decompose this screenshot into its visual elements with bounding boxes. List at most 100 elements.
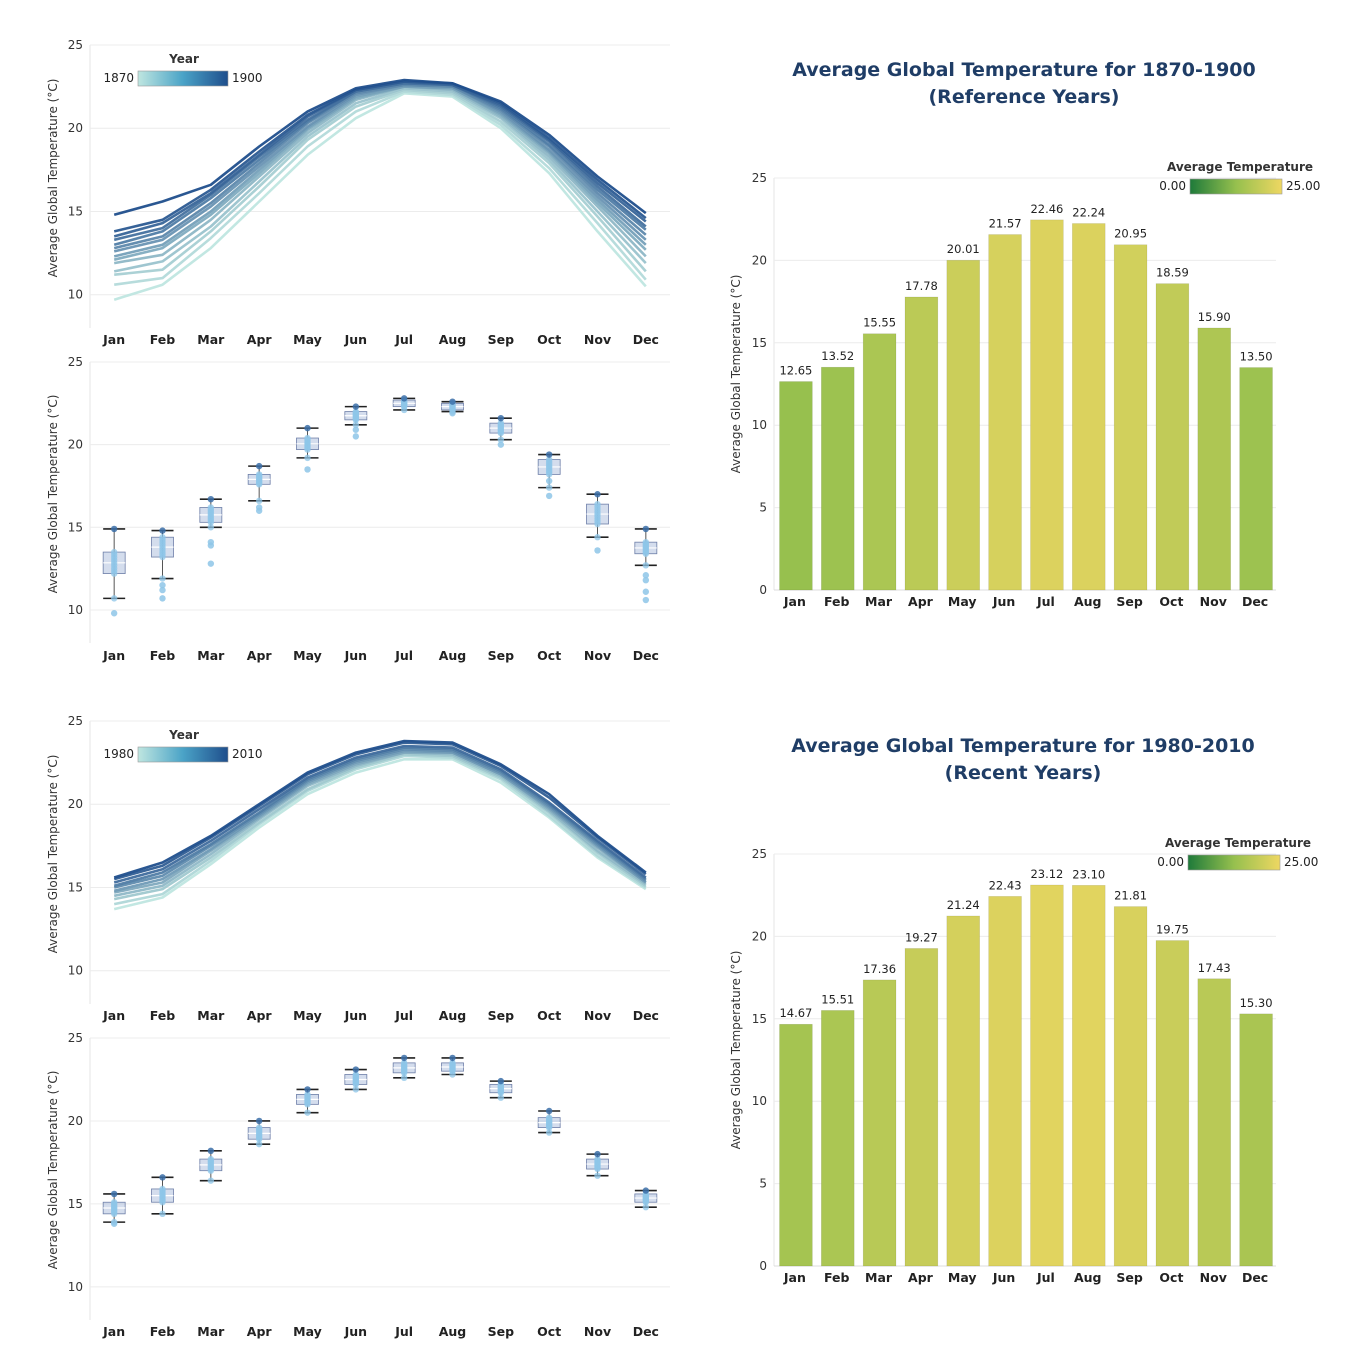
bar-value-label: 21.57 [989, 217, 1022, 231]
data-point [207, 504, 215, 511]
data-point [594, 1150, 601, 1158]
bar-value-label: 18.59 [1156, 266, 1189, 280]
data-point [545, 1129, 553, 1136]
data-point [304, 434, 311, 442]
data-point [400, 395, 408, 402]
box-plot-feb [151, 1174, 174, 1218]
outlier-point [159, 586, 166, 594]
outlier-point [642, 576, 650, 584]
y-tick-label: 15 [68, 1197, 83, 1211]
outlier-point [594, 547, 601, 554]
data-point [449, 1054, 456, 1062]
outlier-point [255, 504, 263, 511]
data-point [110, 1199, 118, 1206]
data-point [255, 497, 263, 505]
x-tick-label: Sep [488, 1008, 514, 1023]
x-tick-label: Jul [1036, 594, 1055, 609]
data-point [304, 1086, 311, 1093]
series-lines [113, 739, 647, 911]
data-point [400, 1059, 408, 1067]
bar-value-label: 17.36 [863, 962, 896, 976]
data-point [352, 421, 360, 429]
grid-lines [89, 361, 670, 643]
y-tick-label: 15 [68, 880, 83, 894]
series-line [113, 78, 647, 217]
x-tick-label: Jul [394, 648, 413, 663]
outlier-point [207, 560, 215, 567]
x-tick-label: Feb [824, 1270, 850, 1285]
box-plot-nov [586, 1150, 609, 1179]
box-plot-oct [537, 451, 561, 500]
y-tick-label: 25 [68, 355, 83, 369]
x-tick-label: Jan [102, 1008, 125, 1023]
data-point [497, 415, 505, 422]
legend-title: Average Temperature [1165, 836, 1311, 850]
bar-dec [1239, 367, 1273, 591]
box-plot-dec [634, 525, 658, 604]
bar-value-label: 20.95 [1114, 227, 1147, 241]
legend-max-label: 25.00 [1284, 855, 1318, 869]
box-plot-aug [441, 398, 464, 417]
y-axis-ticks: 0 5 10 15 20 25 [752, 171, 767, 597]
y-axis-label: Average Global Temperature (°C) [46, 1071, 60, 1270]
data-point [642, 562, 650, 569]
series-line [113, 741, 647, 881]
outlier-point [497, 441, 505, 448]
x-tick-label: Sep [488, 1324, 514, 1339]
year-legend: Year 1870 1900 [103, 52, 263, 87]
bar-value-label: 22.46 [1030, 202, 1063, 216]
x-tick-label: Apr [247, 1008, 273, 1023]
box-plot-jul [392, 1054, 416, 1082]
x-axis-ticks: Jan Feb Mar Apr May Jun Jul Aug Sep Oct Nov Dec [783, 1270, 1268, 1285]
bar-nov [1197, 978, 1231, 1267]
series-line [113, 739, 647, 879]
x-axis-ticks: Jan Feb Mar Apr May Jun Jul Aug Sep Oct Nov Dec [783, 594, 1268, 609]
y-tick-label: 20 [68, 1114, 83, 1128]
x-tick-label: Jun [992, 594, 1015, 609]
y-tick-label: 25 [752, 171, 767, 185]
bar-jul [1030, 219, 1064, 591]
data-point [352, 403, 360, 410]
bar-value-label: 20.01 [947, 242, 980, 256]
x-tick-label: Nov [1200, 1270, 1227, 1285]
bar-mar [862, 333, 897, 591]
grid-lines [89, 720, 670, 1004]
x-tick-label: Aug [1074, 1270, 1102, 1285]
data-point [545, 1107, 553, 1115]
data-point [207, 1147, 215, 1155]
legend-min-label: 0.00 [1159, 179, 1186, 193]
x-tick-label: Mar [197, 1324, 225, 1339]
box-plot-apr [247, 462, 271, 514]
data-point [159, 534, 166, 541]
bar-sep [1113, 244, 1148, 591]
x-tick-label: Oct [1159, 1270, 1183, 1285]
bar-value-label: 14.67 [779, 1006, 812, 1020]
x-tick-label: Jul [394, 332, 413, 347]
outlier-point [159, 581, 166, 589]
y-axis-ticks: 10 15 20 25 [68, 1031, 83, 1294]
x-tick-label: Aug [439, 1008, 467, 1023]
data-point [352, 1066, 360, 1073]
bar-jun [988, 234, 1022, 591]
series-line [113, 85, 647, 258]
x-tick-label: Aug [439, 332, 467, 347]
series-line [113, 754, 647, 906]
bar-value-label: 21.81 [1114, 889, 1147, 903]
data-point [304, 424, 311, 432]
legend-max-label: 25.00 [1286, 179, 1320, 193]
data-point [110, 1190, 118, 1198]
data-point [545, 1114, 553, 1121]
bar-jan [779, 381, 813, 591]
legend-max-label: 2010 [232, 747, 263, 761]
x-tick-label: Oct [537, 648, 561, 663]
data-point [255, 462, 263, 470]
x-tick-label: Feb [150, 332, 176, 347]
data-point [304, 1109, 311, 1116]
series-line [113, 747, 647, 889]
y-tick-label: 10 [68, 1280, 83, 1294]
data-point [255, 1117, 263, 1125]
x-tick-label: Feb [150, 648, 176, 663]
box-plot-aug [441, 1054, 464, 1078]
series-line [113, 757, 647, 911]
